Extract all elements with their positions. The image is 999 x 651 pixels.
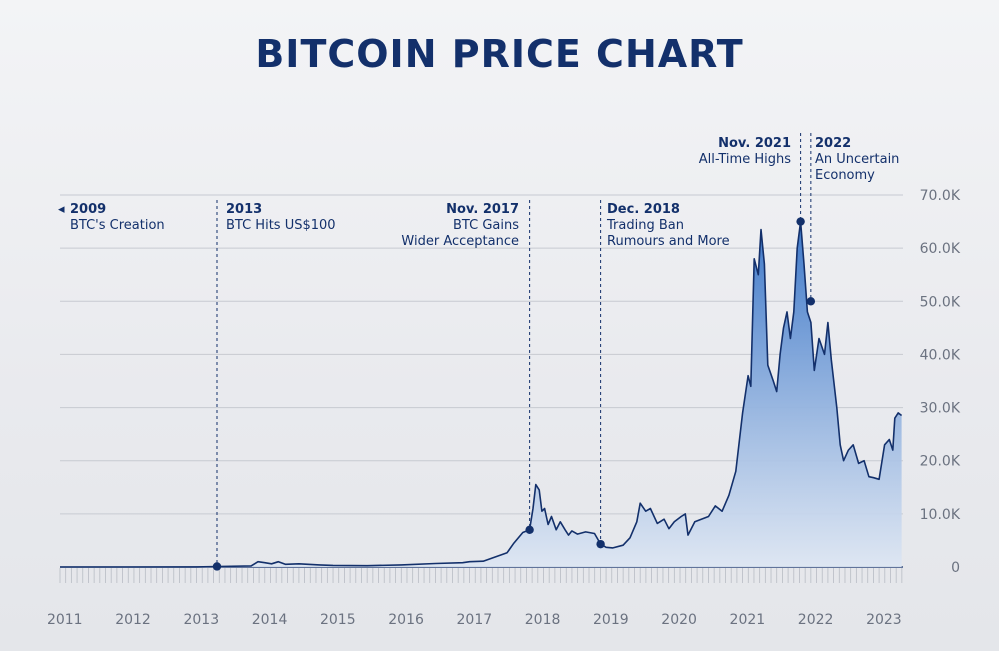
annotation-text: BTC's Creation: [70, 218, 165, 233]
annotation-text: BTC Hits US$100: [226, 218, 336, 233]
price-area: [60, 221, 902, 567]
y-tick-label: 60.0K: [920, 241, 961, 257]
x-tick-label: 2015: [320, 612, 356, 628]
y-tick-label: 70.0K: [920, 188, 961, 204]
x-tick-label: 2023: [866, 612, 902, 628]
annotation-date: Nov. 2021: [718, 136, 791, 151]
guide-layer: [212, 133, 816, 571]
annotation-text: All-Time Highs: [699, 152, 791, 167]
annotation-arrow: ◂: [58, 202, 65, 217]
annotation-date: 2013: [226, 202, 262, 217]
x-tick-label: 2014: [252, 612, 288, 628]
minor-ticks: [59, 568, 903, 583]
annotation-dot: [525, 525, 534, 534]
price-line: [60, 220, 903, 568]
x-tick-label: 2011: [47, 612, 83, 628]
y-tick-label: 0: [951, 560, 960, 576]
annotation-text: An Uncertain: [815, 152, 899, 167]
y-tick-label: 30.0K: [920, 401, 961, 417]
annotation-text: Wider Acceptance: [401, 234, 519, 249]
annotation-date: 2022: [815, 136, 851, 151]
y-tick-label: 50.0K: [920, 294, 961, 310]
annotation-dot: [212, 562, 222, 571]
x-tick-label: 2012: [115, 612, 151, 628]
x-tick-label: 2020: [661, 612, 697, 628]
annotation-dot: [796, 217, 805, 226]
annotation-date: Dec. 2018: [607, 202, 680, 217]
annotation-text: Rumours and More: [607, 234, 730, 249]
x-tick-label: 2021: [730, 612, 766, 628]
y-tick-label: 10.0K: [920, 507, 961, 523]
annotation-date: 2009: [70, 202, 106, 217]
annotation-text: Economy: [815, 168, 875, 183]
y-tick-label: 20.0K: [920, 454, 961, 470]
x-tick-label: 2019: [593, 612, 629, 628]
chart-title: BITCOIN PRICE CHART: [255, 32, 744, 76]
annotation-text: BTC Gains: [453, 218, 519, 233]
annotation-text: Trading Ban: [606, 218, 684, 233]
area-layer: [60, 220, 903, 568]
y-axis-ticks: 0 10.0K 20.0K 30.0K 40.0K 50.0K 60.0K 70.0K: [920, 188, 961, 576]
x-tick-label: 2013: [183, 612, 219, 628]
x-tick-label: 2018: [525, 612, 561, 628]
annotation-date: Nov. 2017: [446, 202, 519, 217]
annotation-dot: [596, 539, 605, 549]
x-axis-ticks: 2011 2012 2013 2014 2015 2016 2017 2018 2019 2020…: [47, 612, 902, 628]
annotation-dot: [806, 297, 816, 306]
y-tick-label: 40.0K: [920, 347, 961, 363]
x-tick-label: 2017: [457, 612, 493, 628]
x-tick-label: 2022: [798, 612, 834, 628]
x-tick-label: 2016: [388, 612, 424, 628]
